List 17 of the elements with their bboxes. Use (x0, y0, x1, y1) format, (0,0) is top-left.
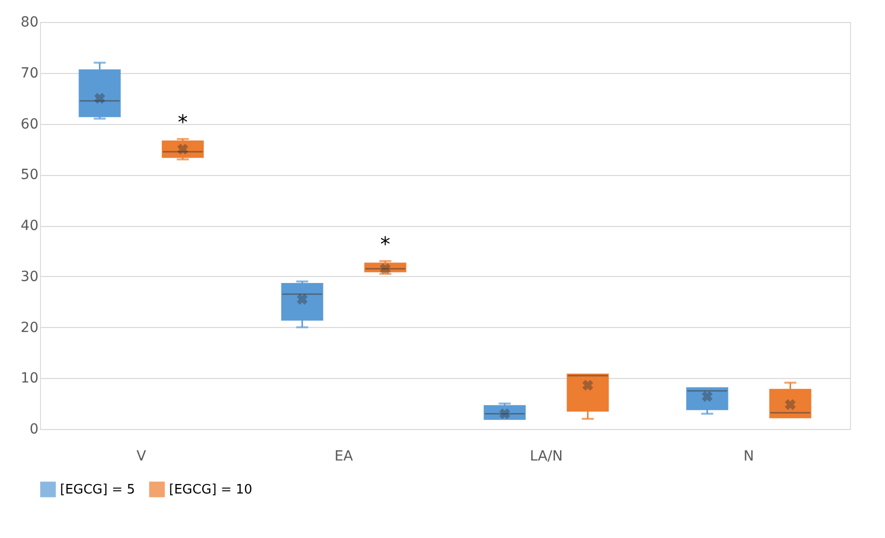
y-tick-label: 10 (20, 370, 38, 387)
x-tick-label: N (744, 448, 754, 464)
x-tick-label: EA (334, 448, 354, 464)
y-tick-label: 70 (20, 65, 38, 82)
annotation: * (178, 110, 188, 134)
y-tick-label: 20 (20, 320, 38, 336)
legend-label: [EGCG] = 5 (60, 482, 136, 498)
y-tick-label: 30 (20, 268, 38, 285)
annotation: * (380, 232, 390, 256)
y-tick-label: 40 (20, 218, 38, 234)
x-tick-label: LA/N (530, 448, 563, 464)
legend-label: [EGCG] = 10 (169, 482, 252, 498)
y-tick-label: 60 (20, 116, 38, 132)
y-tick-label: 0 (30, 422, 38, 438)
y-tick-label: 80 (20, 14, 38, 30)
x-tick-label: V (136, 448, 146, 464)
y-tick-label: 50 (20, 167, 38, 184)
